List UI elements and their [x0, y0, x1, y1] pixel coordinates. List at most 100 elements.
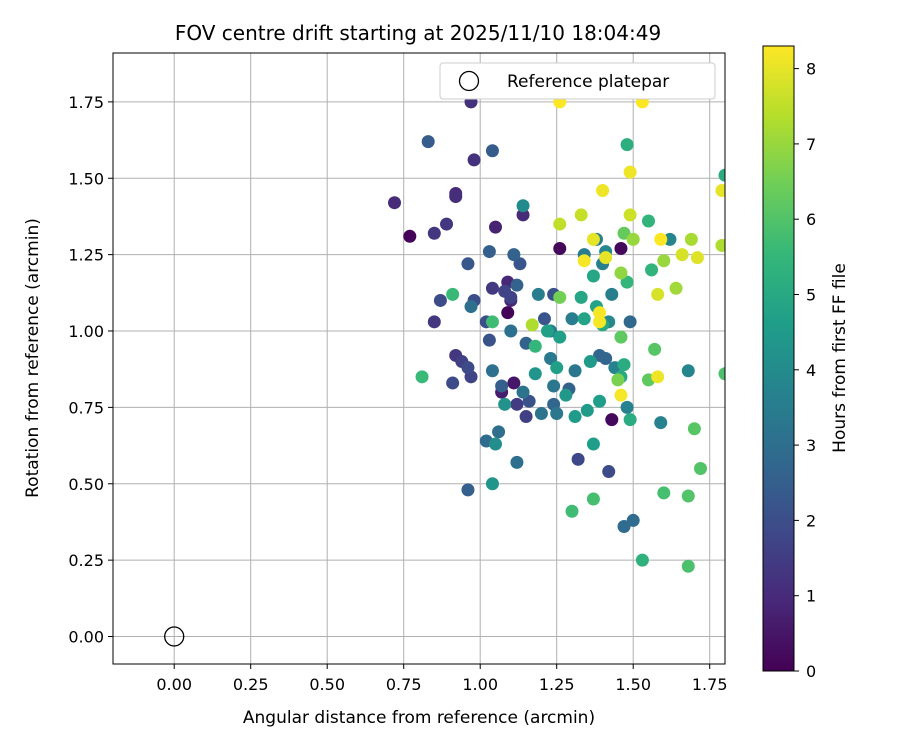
data-point: [550, 361, 564, 375]
x-tick-label: 1.50: [615, 675, 651, 694]
colorbar-tick-label: 0: [806, 662, 816, 681]
data-point: [485, 364, 499, 378]
x-tick-label: 1.25: [539, 675, 575, 694]
data-point: [654, 416, 668, 430]
reference-platepar-marker: [164, 626, 185, 647]
colorbar-tick-label: 5: [806, 285, 816, 304]
data-point: [663, 232, 677, 246]
data-point: [654, 232, 668, 246]
data-point: [617, 520, 631, 534]
chart-title: FOV centre drift starting at 2025/11/10 …: [175, 21, 661, 45]
data-point: [599, 251, 613, 265]
data-point: [620, 400, 634, 414]
data-point: [403, 229, 417, 243]
data-point: [495, 379, 509, 393]
data-point: [614, 242, 628, 256]
y-tick-label: 0.25: [68, 551, 104, 570]
y-tick-label: 1.00: [68, 322, 104, 341]
data-point: [528, 367, 542, 381]
y-tick-label: 0.75: [68, 398, 104, 417]
data-point: [586, 492, 600, 506]
data-point: [617, 226, 631, 240]
data-point: [498, 397, 512, 411]
data-point: [388, 196, 402, 210]
data-point: [715, 238, 725, 252]
data-point: [684, 232, 698, 246]
data-point: [510, 397, 524, 411]
colorbar-tick-label: 1: [806, 587, 816, 606]
data-point: [522, 394, 536, 408]
data-point: [485, 144, 499, 158]
x-tick-label: 0.00: [156, 675, 192, 694]
data-point: [553, 242, 567, 256]
data-point: [690, 251, 704, 265]
data-point: [593, 394, 607, 408]
data-point: [687, 422, 701, 436]
colorbar-tick-label: 4: [806, 361, 816, 380]
legend-box: [439, 62, 716, 100]
data-point: [586, 437, 600, 451]
data-point: [541, 324, 555, 338]
reference-marker-group: [164, 626, 185, 647]
data-point: [482, 333, 496, 347]
data-point: [534, 406, 548, 420]
data-point: [614, 388, 628, 402]
data-point: [516, 208, 530, 222]
x-tick-label: 0.50: [309, 675, 345, 694]
data-point: [504, 324, 518, 338]
colorbar-ticks: 0 1 2 3 4 5 6 7 8: [794, 60, 816, 681]
data-point: [571, 452, 585, 466]
data-point: [623, 413, 637, 427]
data-point: [553, 290, 567, 304]
data-point: [489, 220, 502, 234]
data-point: [568, 410, 582, 424]
data-point: [553, 330, 567, 344]
data-point: [657, 254, 671, 268]
data-point: [586, 232, 600, 246]
data-point: [617, 358, 631, 372]
data-point: [611, 373, 625, 387]
colorbar-tick-label: 6: [806, 210, 816, 229]
data-point: [694, 461, 708, 475]
colorbar-tick-label: 2: [806, 511, 816, 530]
data-point: [553, 217, 567, 231]
data-point: [544, 352, 558, 365]
data-point: [599, 352, 613, 365]
data-point: [623, 208, 637, 222]
data-point: [565, 504, 579, 518]
data-point: [565, 312, 579, 326]
data-point: [577, 312, 591, 326]
data-point: [635, 553, 649, 567]
data-point: [614, 330, 628, 344]
data-point: [489, 437, 502, 451]
data-point: [461, 361, 475, 375]
grid-lines: [113, 53, 725, 664]
x-tick-label: 0.25: [233, 675, 269, 694]
data-point: [446, 376, 460, 390]
data-point: [421, 135, 435, 149]
data-point: [669, 281, 683, 295]
data-point: [531, 287, 545, 301]
data-point: [519, 410, 533, 424]
data-point: [516, 385, 530, 399]
data-point: [580, 403, 594, 417]
data-point: [583, 355, 597, 369]
data-point: [415, 370, 429, 384]
data-point: [715, 183, 725, 197]
data-point: [602, 465, 616, 479]
data-point: [605, 413, 619, 427]
data-point: [642, 214, 655, 228]
data-point: [568, 364, 582, 378]
data-point: [446, 287, 460, 301]
data-point: [657, 486, 671, 500]
data-point: [574, 208, 588, 222]
data-point: [675, 248, 689, 262]
data-point: [626, 232, 640, 246]
y-tick-label: 0.00: [68, 628, 104, 647]
colorbar-tick-label: 8: [806, 60, 816, 79]
data-point: [623, 165, 637, 179]
x-axis-ticks: 0.00 0.25 0.50 0.75 1.00 1.25 1.50 1.75: [156, 664, 728, 694]
data-point: [537, 312, 551, 326]
data-point: [440, 217, 454, 231]
